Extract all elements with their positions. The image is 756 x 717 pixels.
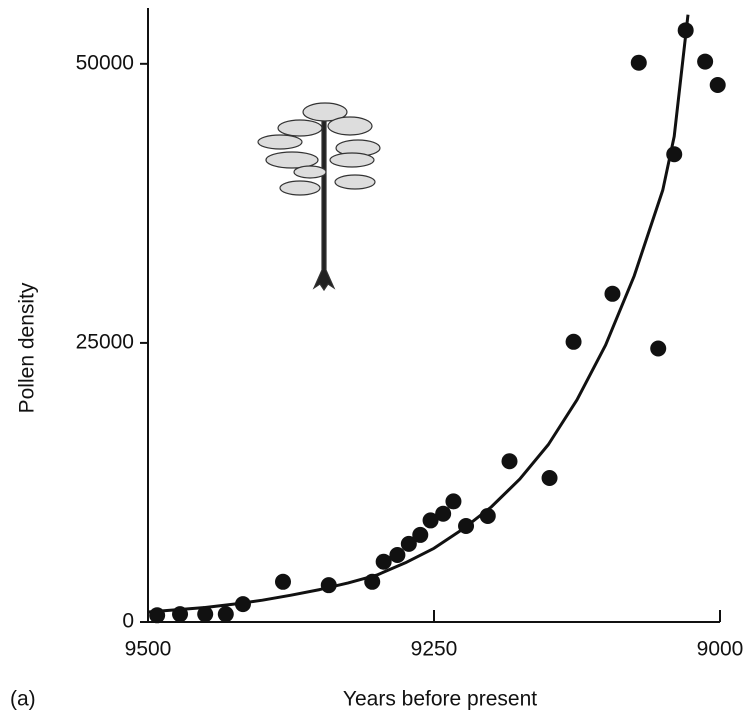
y-tick-label: 25000: [76, 330, 134, 353]
data-point: [376, 554, 392, 570]
data-point: [502, 453, 518, 469]
data-point: [364, 574, 380, 590]
data-point: [710, 77, 726, 93]
data-point: [697, 54, 713, 70]
tree-foliage: [335, 175, 375, 189]
data-point: [542, 470, 558, 486]
chart: Pollen density Years before present (a) …: [0, 0, 756, 717]
y-tick-label: 0: [122, 610, 134, 633]
data-point: [678, 22, 694, 38]
y-tick-label: 50000: [76, 51, 134, 74]
x-axis-label: Years before present: [343, 688, 537, 711]
data-point: [480, 508, 496, 524]
tree-foliage: [330, 153, 374, 167]
background: [0, 0, 756, 717]
data-point: [172, 606, 188, 622]
data-point: [445, 493, 461, 509]
data-point: [197, 606, 213, 622]
data-point: [389, 547, 405, 563]
data-point: [666, 146, 682, 162]
x-tick-label: 9500: [125, 638, 172, 661]
tree-foliage: [258, 135, 302, 149]
tree-foliage: [278, 120, 322, 136]
tree-foliage: [294, 166, 326, 178]
tree-foliage: [280, 181, 320, 195]
x-tick-label: 9250: [411, 638, 458, 661]
data-point: [435, 506, 451, 522]
data-point: [321, 577, 337, 593]
data-point: [412, 527, 428, 543]
data-point: [149, 607, 165, 623]
data-point: [650, 340, 666, 356]
data-point: [218, 606, 234, 622]
data-point: [275, 574, 291, 590]
y-axis-label: Pollen density: [16, 282, 39, 413]
data-point: [566, 334, 582, 350]
data-point: [235, 596, 251, 612]
x-tick-label: 9000: [697, 638, 744, 661]
data-point: [458, 518, 474, 534]
data-point: [631, 55, 647, 71]
tree-foliage: [328, 117, 372, 135]
data-point: [604, 286, 620, 302]
annotation: (a): [10, 688, 36, 711]
